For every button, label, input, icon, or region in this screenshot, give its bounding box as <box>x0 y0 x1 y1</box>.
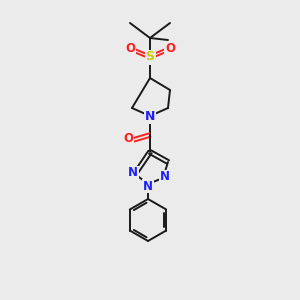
Text: O: O <box>165 43 175 56</box>
Text: N: N <box>145 110 155 122</box>
Text: N: N <box>128 167 138 179</box>
Text: O: O <box>123 133 133 146</box>
Text: N: N <box>143 179 153 193</box>
Text: S: S <box>146 50 154 64</box>
Text: N: N <box>160 170 170 184</box>
Text: O: O <box>125 43 135 56</box>
